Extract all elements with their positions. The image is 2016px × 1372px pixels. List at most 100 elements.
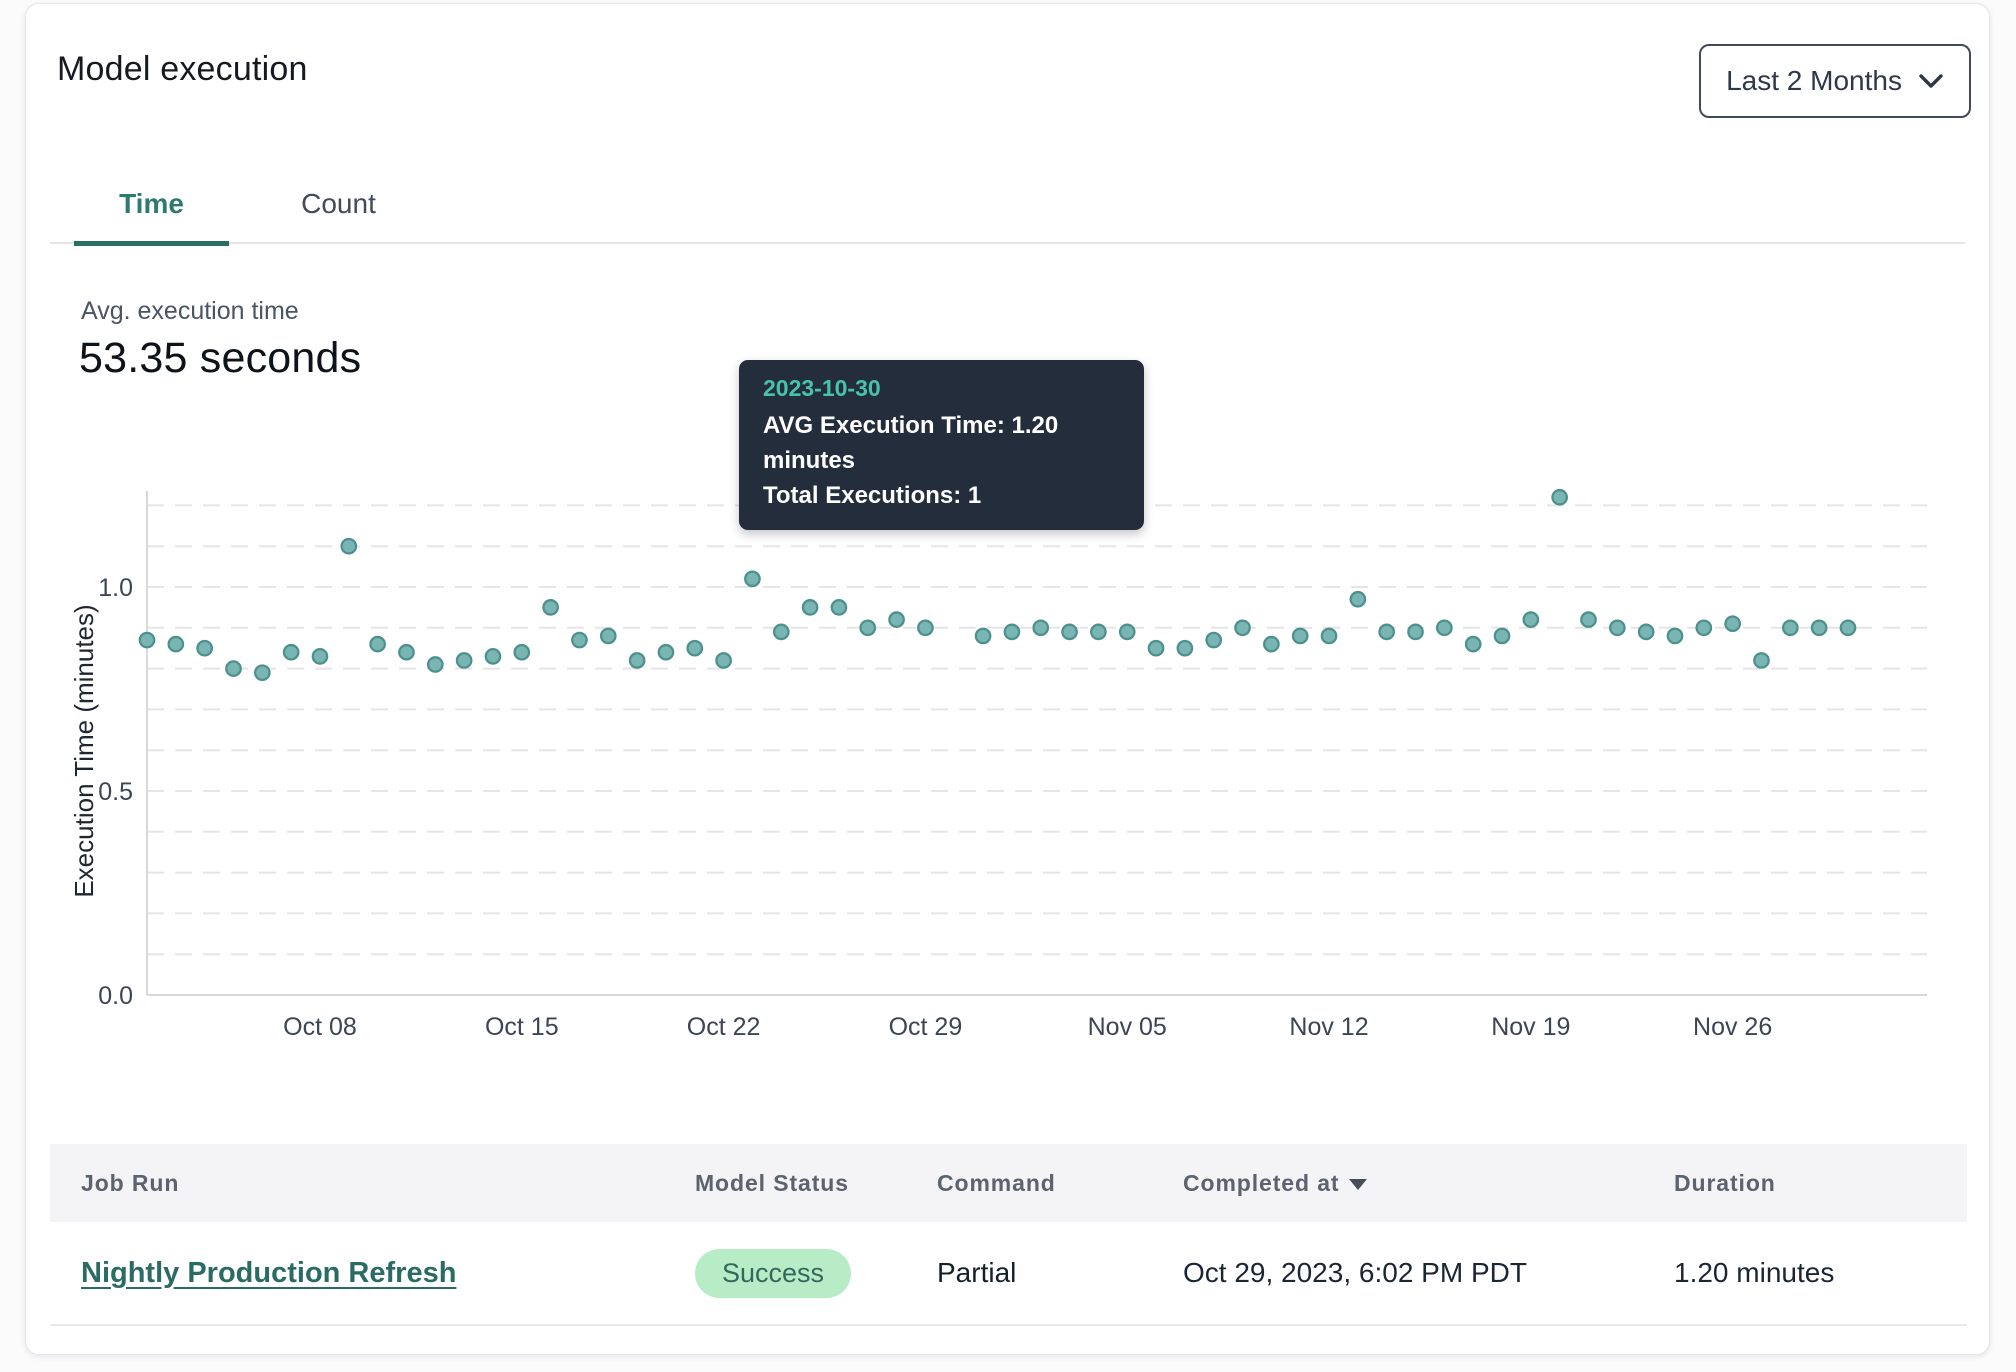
x-tick-label: Oct 08 (283, 1013, 357, 1041)
tooltip-avg-line: AVG Execution Time: 1.20 minutes (763, 412, 1059, 474)
tooltip-total-line: Total Executions: 1 (763, 481, 982, 509)
data-point[interactable] (1118, 623, 1136, 641)
data-point[interactable] (974, 627, 992, 645)
data-point[interactable] (1724, 615, 1742, 633)
data-point[interactable] (1407, 623, 1424, 641)
date-range-value: Last 2 Months (1726, 65, 1902, 96)
data-point[interactable] (1666, 627, 1684, 645)
data-point[interactable] (657, 643, 675, 661)
data-point[interactable] (1436, 619, 1453, 637)
data-point[interactable] (1003, 623, 1021, 641)
data-point[interactable] (628, 652, 646, 669)
job-run-link[interactable]: Nightly Production Refresh (81, 1256, 457, 1289)
data-point[interactable] (1176, 639, 1194, 657)
data-point[interactable] (571, 631, 588, 649)
data-point[interactable] (1493, 627, 1511, 645)
data-point[interactable] (196, 639, 214, 657)
tab-time[interactable]: Time (74, 164, 229, 246)
chart-tooltip: 2023-10-30 AVG Execution Time: 1.20 minu… (739, 360, 1144, 531)
data-point[interactable] (1291, 627, 1309, 645)
x-tick-label: Nov 26 (1693, 1013, 1772, 1041)
column-header-job-run: Job Run (81, 1169, 180, 1196)
completed-at-cell: Oct 29, 2023, 6:02 PM PDT (1183, 1257, 1527, 1288)
y-tick-label: 0.5 (98, 778, 133, 806)
x-tick-label: Oct 29 (889, 1013, 963, 1041)
data-point[interactable] (830, 599, 848, 616)
active-tab-underline (74, 241, 229, 246)
table-row: Nightly Production Refresh Success Parti… (50, 1222, 1967, 1326)
data-point[interactable] (1061, 623, 1078, 641)
data-point[interactable] (772, 623, 790, 641)
data-point[interactable] (1464, 635, 1482, 653)
data-point[interactable] (1580, 611, 1597, 628)
data-point[interactable] (1781, 619, 1799, 637)
status-badge: Success (695, 1248, 852, 1298)
data-point[interactable] (138, 631, 156, 649)
tabs-divider (50, 242, 1965, 244)
data-point[interactable] (801, 599, 819, 616)
data-point[interactable] (455, 652, 473, 669)
data-point[interactable] (1522, 611, 1540, 628)
date-range-dropdown[interactable]: Last 2 Months (1699, 44, 1971, 118)
tooltip-date: 2023-10-30 (763, 375, 881, 401)
data-point[interactable] (282, 643, 300, 661)
column-header-completed-at[interactable]: Completed at (1183, 1170, 1674, 1197)
y-tick-label: 1.0 (98, 574, 133, 602)
page-title: Model execution (57, 50, 308, 88)
duration-cell: 1.20 minutes (1674, 1257, 1835, 1288)
data-point[interactable] (513, 643, 531, 661)
x-tick-label: Oct 22 (687, 1013, 761, 1041)
data-point[interactable] (1839, 619, 1857, 637)
data-point[interactable] (715, 652, 732, 669)
data-point[interactable] (1810, 619, 1828, 637)
data-point[interactable] (311, 648, 329, 665)
data-point[interactable] (398, 643, 415, 661)
data-point[interactable] (340, 537, 358, 555)
data-point[interactable] (369, 635, 386, 653)
data-point[interactable] (1551, 488, 1569, 506)
avg-execution-time-label: Avg. execution time (81, 297, 299, 325)
column-header-duration: Duration (1674, 1169, 1776, 1196)
data-point[interactable] (1234, 619, 1251, 637)
chevron-down-icon (1918, 72, 1944, 90)
y-axis-title: Execution Time (minutes) (71, 604, 99, 897)
data-point[interactable] (1090, 623, 1107, 641)
data-point[interactable] (917, 619, 934, 637)
data-point[interactable] (253, 664, 271, 682)
data-point[interactable] (1349, 590, 1367, 608)
data-point[interactable] (1695, 619, 1713, 637)
column-header-model-status: Model Status (695, 1169, 849, 1196)
data-point[interactable] (686, 639, 704, 657)
data-point[interactable] (1147, 639, 1165, 657)
x-tick-label: Nov 12 (1289, 1013, 1368, 1041)
data-point[interactable] (1032, 619, 1050, 637)
y-tick-label: 0.0 (98, 982, 133, 1010)
runs-table-header: Job Run Model Status Command Completed a… (50, 1144, 1967, 1222)
data-point[interactable] (744, 570, 761, 588)
x-tick-label: Nov 19 (1491, 1013, 1570, 1041)
command-cell: Partial (937, 1257, 1017, 1288)
execution-time-chart[interactable]: 0.0 0.5 1.0 Execution Time (minutes) Oct 08 O… (71, 451, 1951, 1061)
data-point[interactable] (1753, 652, 1770, 669)
model-execution-card: Model execution Last 2 Months Time Count… (25, 3, 1990, 1355)
data-point[interactable] (426, 656, 444, 673)
x-tick-label: Nov 05 (1088, 1013, 1167, 1041)
data-point[interactable] (484, 648, 502, 665)
x-tick-label: Oct 15 (485, 1013, 559, 1041)
data-point[interactable] (542, 599, 559, 616)
data-point[interactable] (859, 619, 877, 637)
data-point[interactable] (599, 627, 617, 645)
data-point[interactable] (1263, 635, 1280, 653)
data-point[interactable] (1205, 631, 1223, 649)
data-point[interactable] (1378, 623, 1396, 641)
data-point[interactable] (225, 660, 242, 677)
data-point[interactable] (167, 635, 185, 653)
sort-desc-icon (1349, 1179, 1368, 1190)
data-point[interactable] (1320, 627, 1338, 645)
data-point[interactable] (1608, 619, 1626, 637)
tab-count[interactable]: Count (301, 188, 376, 219)
data-point[interactable] (888, 611, 905, 628)
data-point[interactable] (1637, 623, 1655, 641)
chart-tabs: Time Count (26, 164, 1989, 246)
